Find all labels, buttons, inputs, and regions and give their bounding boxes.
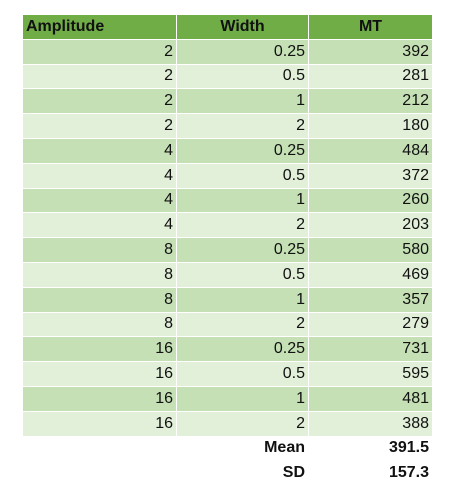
cell-amplitude: 4 (22, 187, 177, 214)
table-row: 2 0.25 392 (22, 38, 433, 65)
table-body: 2 0.25 392 2 0.5 281 2 1 212 2 2 180 4 0.25 484 4 0.5 372… (22, 38, 433, 437)
cell-width: 2 (176, 212, 309, 239)
cell-width: 1 (176, 187, 309, 214)
table-row: 2 1 212 (22, 88, 433, 115)
table-row: 2 0.5 281 (22, 63, 433, 90)
summary-row-sd: SD 157.3 (22, 460, 433, 487)
table-row: 4 0.25 484 (22, 137, 433, 164)
table-row: 4 1 260 (22, 187, 433, 214)
cell-width: 0.25 (176, 137, 309, 164)
table-summary: Mean 391.5 SD 157.3 (22, 435, 433, 487)
cell-mt: 180 (308, 113, 433, 139)
cell-mt: 279 (308, 311, 433, 338)
summary-spacer (22, 435, 177, 462)
table-row: 8 0.5 469 (22, 261, 433, 288)
cell-amplitude: 16 (22, 361, 177, 387)
cell-mt: 731 (308, 336, 433, 363)
cell-width: 0.5 (176, 63, 309, 90)
cell-width: 0.5 (176, 162, 309, 189)
cell-width: 0.25 (176, 336, 309, 363)
summary-value-mean: 391.5 (308, 435, 433, 462)
cell-amplitude: 8 (22, 286, 177, 313)
cell-mt: 580 (308, 237, 433, 263)
table-row: 16 0.5 595 (22, 361, 433, 387)
cell-amplitude: 16 (22, 336, 177, 363)
cell-amplitude: 8 (22, 311, 177, 338)
cell-amplitude: 4 (22, 212, 177, 239)
cell-amplitude: 8 (22, 237, 177, 263)
cell-width: 1 (176, 88, 309, 115)
cell-amplitude: 2 (22, 88, 177, 115)
cell-mt: 388 (308, 410, 433, 437)
cell-width: 0.25 (176, 237, 309, 263)
table-row: 2 2 180 (22, 113, 433, 139)
cell-mt: 392 (308, 38, 433, 65)
cell-amplitude: 2 (22, 113, 177, 139)
cell-mt: 203 (308, 212, 433, 239)
cell-width: 0.25 (176, 38, 309, 65)
cell-width: 1 (176, 385, 309, 412)
cell-mt: 481 (308, 385, 433, 412)
summary-row-mean: Mean 391.5 (22, 435, 433, 462)
header-width: Width (176, 14, 309, 40)
cell-mt: 212 (308, 88, 433, 115)
cell-amplitude: 16 (22, 410, 177, 437)
cell-width: 0.5 (176, 361, 309, 387)
cell-width: 0.5 (176, 261, 309, 288)
table-header: Amplitude Width MT (22, 14, 433, 40)
summary-value-sd: 157.3 (308, 460, 433, 487)
cell-width: 1 (176, 286, 309, 313)
header-mt: MT (308, 14, 433, 40)
cell-width: 2 (176, 410, 309, 437)
table-row: 8 2 279 (22, 311, 433, 338)
table-row: 16 1 481 (22, 385, 433, 412)
cell-amplitude: 2 (22, 63, 177, 90)
header-amplitude: Amplitude (22, 14, 177, 40)
cell-amplitude: 16 (22, 385, 177, 412)
cell-amplitude: 4 (22, 162, 177, 189)
summary-spacer (22, 460, 177, 487)
cell-mt: 357 (308, 286, 433, 313)
cell-mt: 484 (308, 137, 433, 164)
table-row: 8 0.25 580 (22, 237, 433, 263)
cell-mt: 595 (308, 361, 433, 387)
cell-amplitude: 2 (22, 38, 177, 65)
table-row: 4 2 203 (22, 212, 433, 239)
table-row: 16 0.25 731 (22, 336, 433, 363)
table-row: 4 0.5 372 (22, 162, 433, 189)
data-table: Amplitude Width MT 2 0.25 392 2 0.5 281 2 1 212 2… (22, 14, 433, 487)
cell-amplitude: 8 (22, 261, 177, 288)
table-row: 16 2 388 (22, 410, 433, 437)
cell-mt: 469 (308, 261, 433, 288)
cell-amplitude: 4 (22, 137, 177, 164)
cell-mt: 372 (308, 162, 433, 189)
header-row: Amplitude Width MT (22, 14, 433, 40)
summary-label-mean: Mean (176, 435, 309, 462)
cell-width: 2 (176, 311, 309, 338)
table-row: 8 1 357 (22, 286, 433, 313)
cell-mt: 281 (308, 63, 433, 90)
summary-label-sd: SD (176, 460, 309, 487)
cell-mt: 260 (308, 187, 433, 214)
cell-width: 2 (176, 113, 309, 139)
